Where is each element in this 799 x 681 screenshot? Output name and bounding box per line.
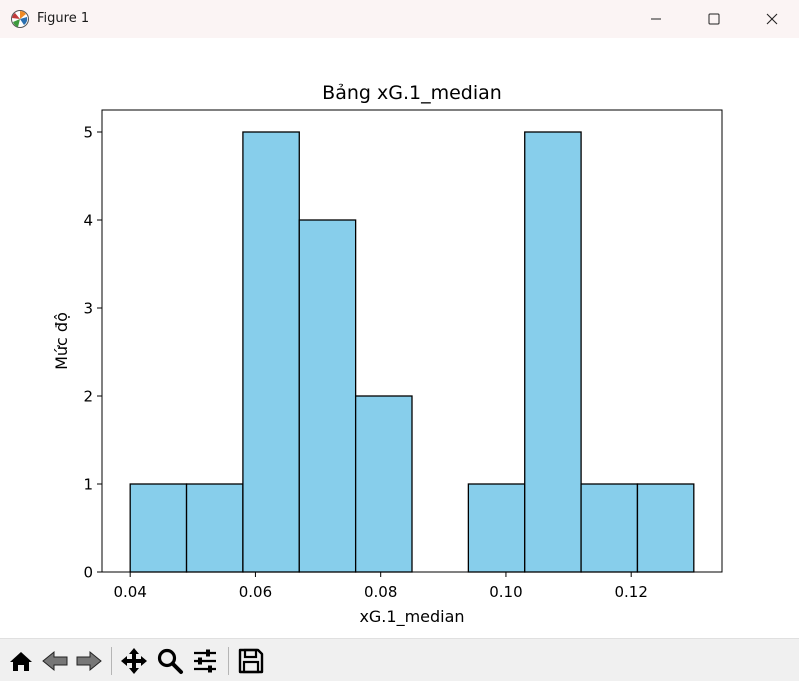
toolbar-separator: [228, 647, 229, 675]
x-axis-label: xG.1_median: [359, 607, 464, 627]
histogram-bar: [354, 395, 413, 573]
matplotlib-logo-icon: [11, 10, 29, 28]
minimize-icon: [651, 18, 661, 20]
maximize-icon: [708, 13, 720, 25]
histogram-bar: [580, 483, 639, 573]
save-floppy-icon: [238, 648, 264, 674]
histogram-bar: [298, 219, 357, 573]
x-tick-label: 0.12: [614, 583, 647, 601]
close-icon: [766, 13, 778, 25]
histogram-bar: [524, 131, 582, 573]
histogram-bar: [185, 483, 244, 573]
forward-arrow-icon: [76, 650, 102, 672]
maximize-button[interactable]: [685, 0, 743, 38]
bars-layer: [129, 131, 695, 573]
pan-move-icon: [121, 648, 147, 674]
axes-frame: [101, 109, 723, 573]
figure-canvas: Bảng xG.1_median 0.04 0.06 0.08 0.10 0.12 0 1…: [0, 38, 799, 638]
zoom-magnifier-icon: [157, 648, 183, 674]
save-button[interactable]: [236, 647, 266, 675]
y-axis-ticks: 0 1 2 3 4 5: [83, 124, 102, 582]
window-title: Figure 1: [37, 11, 90, 26]
y-axis-label: Mức độ: [52, 312, 71, 370]
histogram-bar: [467, 483, 526, 573]
minimize-button[interactable]: [627, 0, 685, 38]
x-tick-label: 0.06: [239, 583, 272, 601]
histogram-bar: [636, 483, 695, 573]
pan-button[interactable]: [119, 647, 149, 675]
y-tick-label: 4: [83, 212, 93, 230]
toolbar-separator: [111, 647, 112, 675]
x-tick-label: 0.10: [489, 583, 522, 601]
histogram-bar: [242, 131, 300, 573]
histogram-chart: Bảng xG.1_median 0.04 0.06 0.08 0.10 0.12 0 1…: [52, 82, 723, 627]
chart-title: Bảng xG.1_median: [322, 82, 502, 104]
y-tick-label: 1: [83, 476, 93, 494]
x-axis-ticks: 0.04 0.06 0.08 0.10 0.12: [113, 572, 648, 601]
window-titlebar: Figure 1: [0, 0, 799, 38]
y-tick-label: 3: [83, 300, 93, 318]
navigation-toolbar: [0, 638, 799, 681]
configure-subplots-button[interactable]: [190, 647, 220, 675]
back-button[interactable]: [40, 647, 70, 675]
x-tick-label: 0.08: [364, 583, 397, 601]
x-tick-label: 0.04: [113, 583, 146, 601]
close-button[interactable]: [743, 0, 799, 38]
back-arrow-icon: [42, 650, 68, 672]
zoom-button[interactable]: [155, 647, 185, 675]
y-tick-label: 2: [83, 388, 93, 406]
forward-button[interactable]: [74, 647, 104, 675]
home-icon: [10, 652, 32, 671]
y-tick-label: 0: [83, 564, 93, 582]
configure-subplots-icon: [194, 649, 216, 673]
home-button[interactable]: [6, 647, 36, 675]
y-tick-label: 5: [83, 124, 93, 142]
histogram-bar: [129, 483, 188, 573]
